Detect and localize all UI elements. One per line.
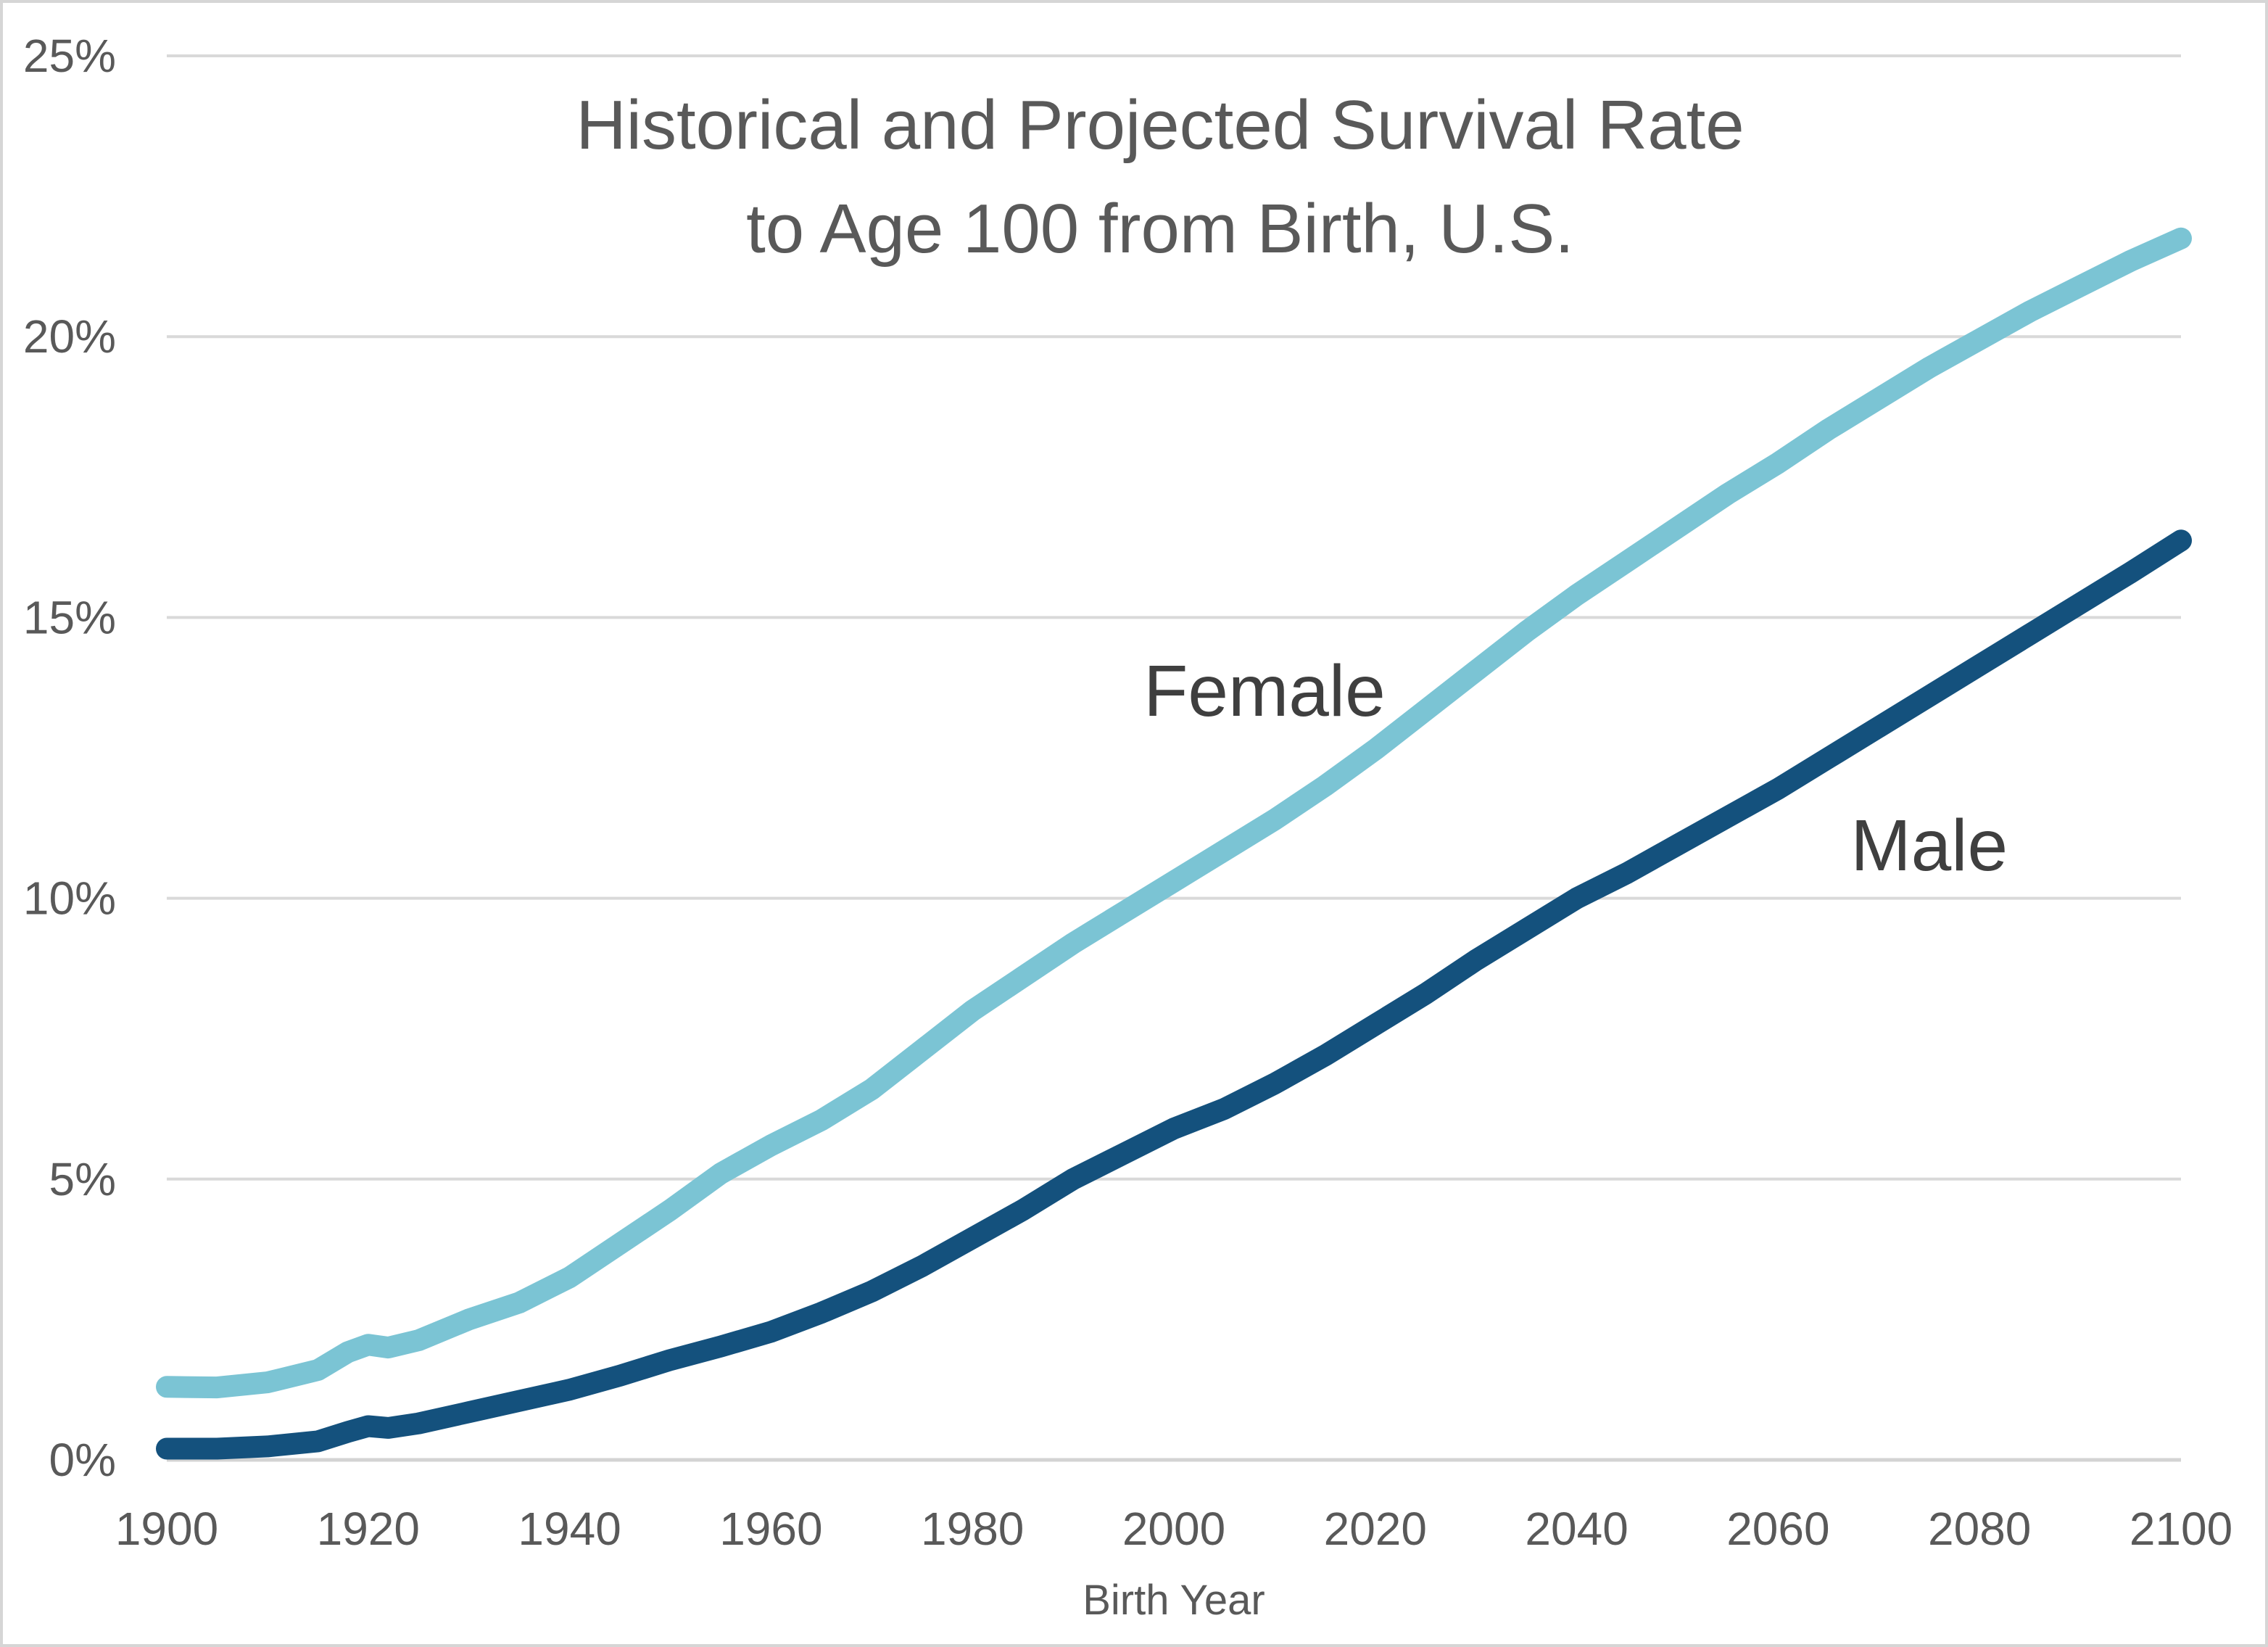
- female-line: [156, 227, 2192, 1399]
- x-tick-label: 1940: [518, 1503, 621, 1555]
- y-tick-label: 0%: [49, 1434, 117, 1486]
- y-tick-label: 10%: [23, 872, 116, 925]
- x-tick-label: 2080: [1928, 1503, 2031, 1555]
- x-tick-label: 2040: [1525, 1503, 1628, 1555]
- chart-title-line-2: to Age 100 from Birth, U.S.: [746, 190, 1574, 268]
- female-series-label: Female: [1143, 651, 1385, 732]
- y-gridlines: [167, 54, 2181, 1462]
- x-tick-label: 2060: [1726, 1503, 1829, 1555]
- x-tick-label: 2020: [1324, 1503, 1427, 1555]
- x-tick-label: 1980: [921, 1503, 1024, 1555]
- y-tick-label: 5%: [49, 1153, 117, 1205]
- y-tick-label: 15%: [23, 591, 116, 643]
- male-series-label: Male: [1850, 805, 2008, 886]
- x-tick-label: 1900: [115, 1503, 218, 1555]
- x-axis-tick-labels: 1900 1920 1940 1960 1980 2000 2020 2040 2060 2080…: [115, 1503, 2232, 1555]
- x-axis-title: Birth Year: [1083, 1577, 1265, 1624]
- series-lines: [156, 227, 2192, 1460]
- x-tick-label: 2000: [1122, 1503, 1225, 1555]
- y-tick-label: 20%: [23, 310, 116, 363]
- y-axis-tick-labels: 0% 5% 10% 15% 20% 25%: [23, 30, 116, 1486]
- y-tick-label: 25%: [23, 30, 116, 82]
- chart-title: Historical and Projected Survival Rate t…: [576, 86, 1744, 268]
- x-tick-label: 2100: [2130, 1503, 2232, 1555]
- x-tick-label: 1960: [719, 1503, 822, 1555]
- x-tick-label: 1920: [317, 1503, 420, 1555]
- male-line: [156, 529, 2192, 1460]
- chart-title-line-1: Historical and Projected Survival Rate: [576, 86, 1744, 164]
